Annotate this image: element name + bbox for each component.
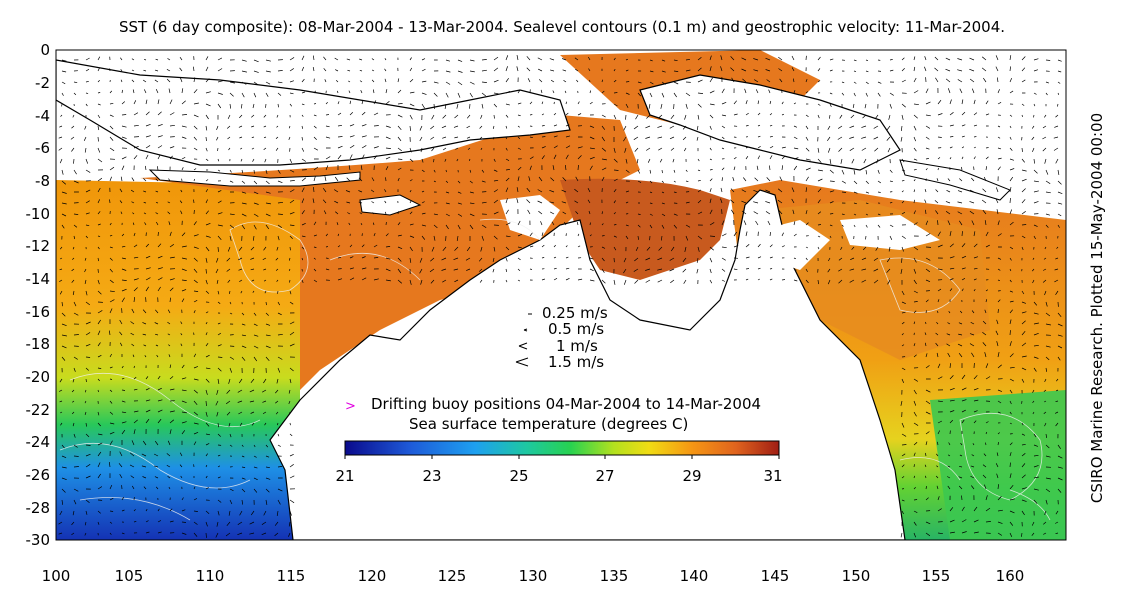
y-tick: -8 (35, 172, 50, 190)
y-tick: -16 (25, 303, 51, 321)
y-tick: -6 (35, 139, 50, 157)
y-tick: -26 (25, 466, 51, 484)
colorbar-tick-label: 25 (509, 467, 529, 485)
x-tick: 120 (357, 567, 387, 585)
credit-text-wrapper: CSIRO Marine Research. Plotted 15-May-20… (1087, 113, 1107, 503)
x-tick: 125 (437, 567, 467, 585)
credit-text: CSIRO Marine Research. Plotted 15-May-20… (1088, 112, 1106, 504)
y-tick: -12 (25, 237, 51, 255)
sst-field (56, 50, 1066, 540)
tasman-green (930, 390, 1066, 540)
west-ocean-sst (56, 180, 300, 540)
y-tick: -2 (35, 74, 50, 92)
x-tick: 160 (995, 567, 1025, 585)
solomon-islands (899, 159, 1011, 201)
y-tick: -10 (25, 205, 51, 223)
x-tick: 145 (760, 567, 790, 585)
velocity-legend-label: 1.5 m/s (548, 353, 605, 371)
x-tick: 130 (518, 567, 548, 585)
new-guinea-landmass (639, 74, 901, 171)
y-tick: -24 (25, 433, 51, 451)
velocity-legend-label: 0.25 m/s (542, 304, 608, 322)
y-tick: -28 (25, 499, 51, 517)
colorbar-tick-label: 29 (682, 467, 702, 485)
velocity-legend-label: 0.5 m/s (548, 320, 605, 338)
colorbar-tick-label: 21 (335, 467, 355, 485)
y-tick: 0 (40, 41, 50, 59)
x-tick: 150 (841, 567, 871, 585)
y-tick: -30 (25, 531, 51, 549)
colorbar-tick-label: 27 (595, 467, 615, 485)
x-tick: 140 (679, 567, 709, 585)
velocity-legend-label: 1 m/s (556, 337, 598, 355)
buoy-legend-marker: > (345, 399, 356, 414)
x-tick: 105 (114, 567, 144, 585)
x-tick: 135 (599, 567, 629, 585)
colorbar-label: Sea surface temperature (degrees C) (409, 415, 689, 433)
y-tick: -18 (25, 335, 51, 353)
x-tick: 115 (276, 567, 306, 585)
x-tick: 155 (921, 567, 951, 585)
y-tick: -22 (25, 401, 51, 419)
colorbar (344, 440, 780, 456)
colorbar-tick-label: 23 (422, 467, 442, 485)
buoy-legend-label: Drifting buoy positions 04-Mar-2004 to 1… (371, 395, 762, 413)
y-tick: -4 (35, 107, 50, 125)
map-title: SST (6 day composite): 08-Mar-2004 - 13-… (118, 18, 1006, 36)
x-tick: 110 (195, 567, 225, 585)
y-tick: -14 (25, 270, 51, 288)
colorbar-tick-label: 31 (763, 467, 783, 485)
y-tick: -20 (25, 368, 51, 386)
map-frame (55, 49, 1067, 541)
x-tick: 100 (41, 567, 71, 585)
